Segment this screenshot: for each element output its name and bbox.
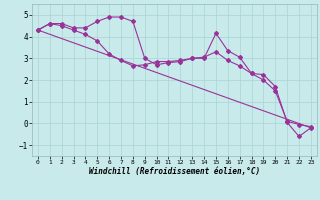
X-axis label: Windchill (Refroidissement éolien,°C): Windchill (Refroidissement éolien,°C) [89,167,260,176]
